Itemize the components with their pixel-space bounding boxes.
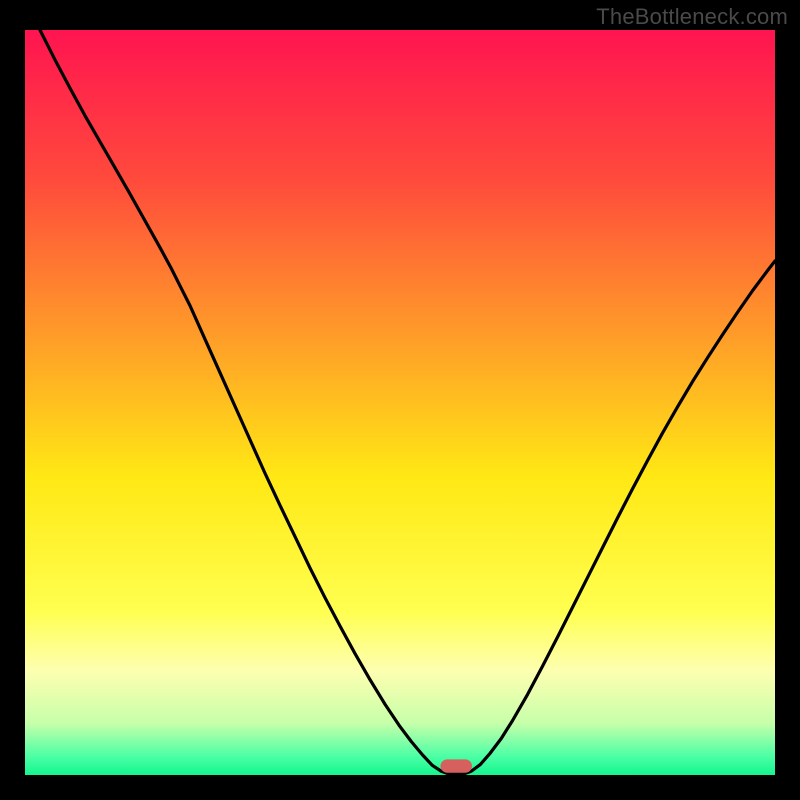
plot-area bbox=[25, 30, 775, 775]
watermark-text: TheBottleneck.com bbox=[596, 4, 788, 30]
gradient-background bbox=[25, 30, 775, 775]
chart-svg bbox=[25, 30, 775, 775]
optimum-marker bbox=[441, 759, 473, 772]
chart-frame: TheBottleneck.com bbox=[0, 0, 800, 800]
